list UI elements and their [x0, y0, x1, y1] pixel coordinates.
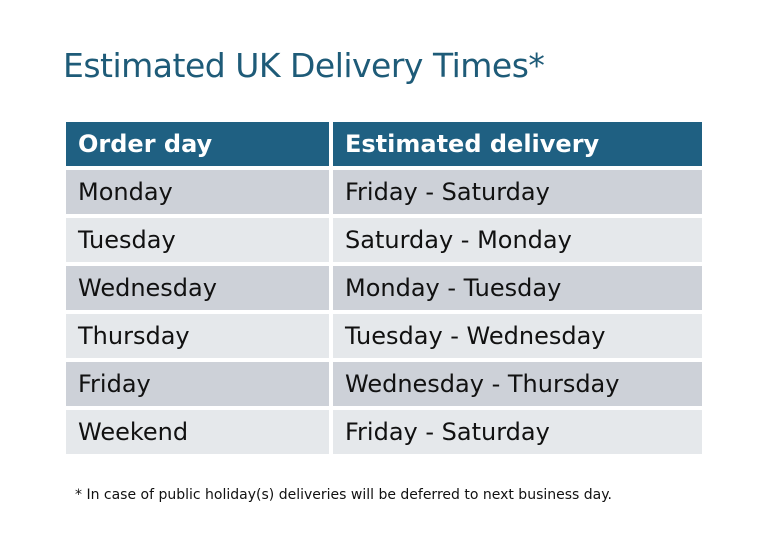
table-row: Weekend Friday - Saturday — [66, 410, 702, 454]
estimated-delivery-cell: Wednesday - Thursday — [333, 362, 702, 406]
table-row: Friday Wednesday - Thursday — [66, 362, 702, 406]
table-row: Wednesday Monday - Tuesday — [66, 266, 702, 310]
order-day-cell: Thursday — [66, 314, 329, 358]
table-row: Tuesday Saturday - Monday — [66, 218, 702, 262]
table-row: Thursday Tuesday - Wednesday — [66, 314, 702, 358]
footnote: * In case of public holiday(s) deliverie… — [75, 487, 612, 503]
column-header-estimated-delivery: Estimated delivery — [333, 122, 702, 166]
page-title: Estimated UK Delivery Times* — [63, 46, 545, 85]
order-day-cell: Friday — [66, 362, 329, 406]
order-day-cell: Weekend — [66, 410, 329, 454]
estimated-delivery-cell: Tuesday - Wednesday — [333, 314, 702, 358]
column-header-order-day: Order day — [66, 122, 329, 166]
order-day-cell: Wednesday — [66, 266, 329, 310]
table-header-row: Order day Estimated delivery — [66, 122, 702, 166]
delivery-times-table: Order day Estimated delivery Monday Frid… — [62, 118, 706, 458]
estimated-delivery-cell: Friday - Saturday — [333, 410, 702, 454]
table-row: Monday Friday - Saturday — [66, 170, 702, 214]
estimated-delivery-cell: Saturday - Monday — [333, 218, 702, 262]
estimated-delivery-cell: Monday - Tuesday — [333, 266, 702, 310]
order-day-cell: Monday — [66, 170, 329, 214]
order-day-cell: Tuesday — [66, 218, 329, 262]
estimated-delivery-cell: Friday - Saturday — [333, 170, 702, 214]
